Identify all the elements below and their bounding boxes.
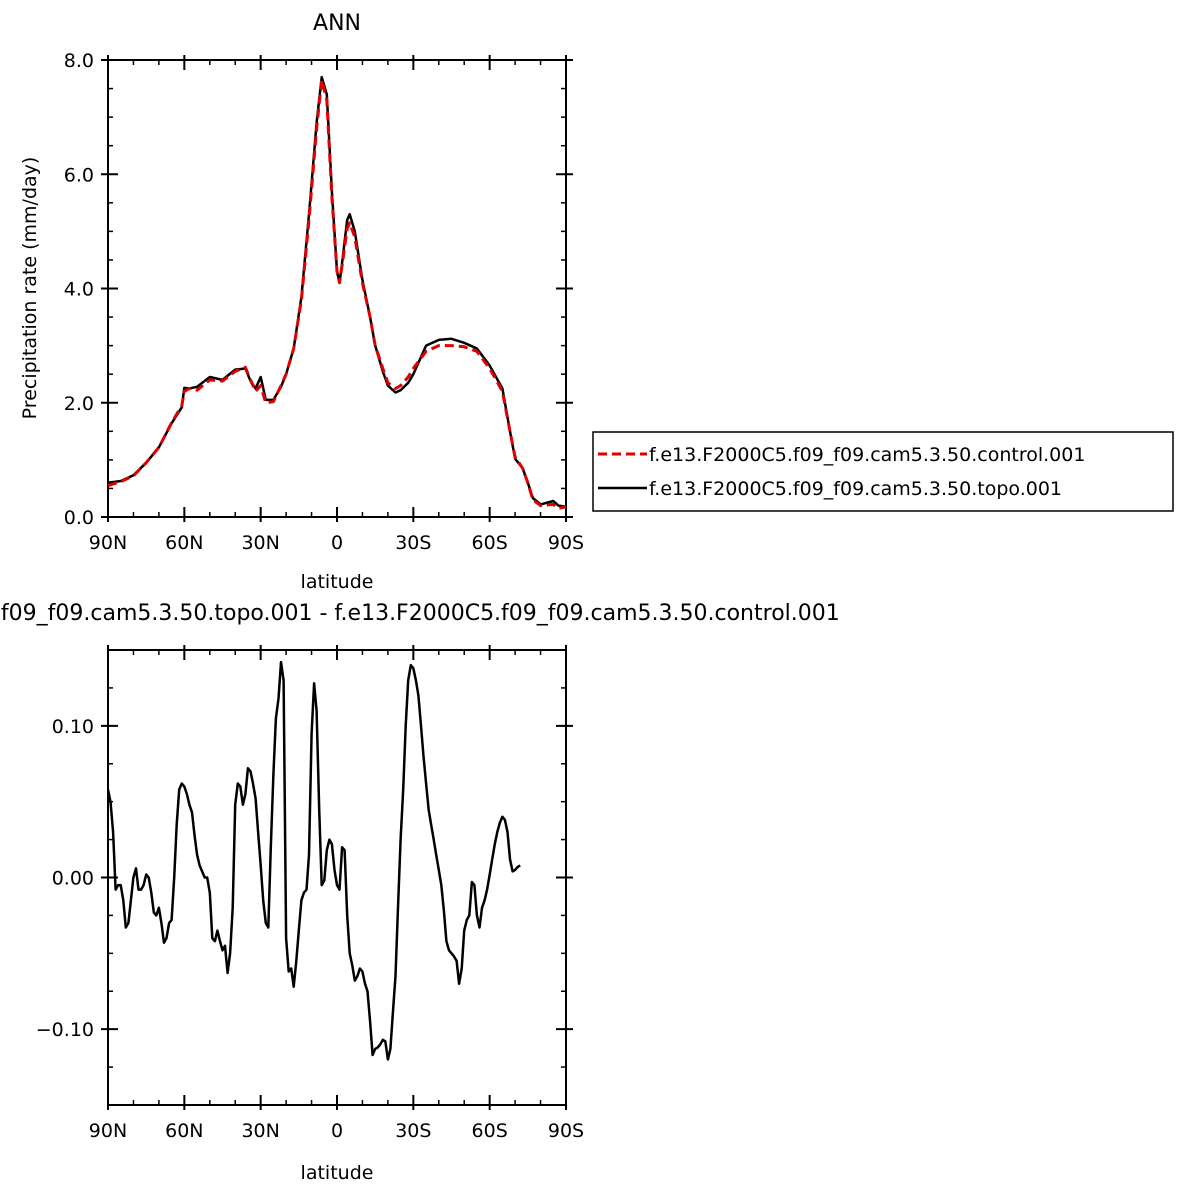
top-y-tick-label: 2.0 <box>64 393 94 415</box>
bottom-ticks: 90N 60N 30N 0 30S 60S 90S −0.10 0.00 0.10 <box>36 645 584 1142</box>
top-y-tick-label: 4.0 <box>64 279 94 301</box>
top-plot-frame <box>107 59 567 518</box>
bottom-x-tick-label: 60S <box>472 1120 508 1142</box>
bottom-series-lines <box>108 660 521 1061</box>
top-chart-title: ANN <box>313 11 361 36</box>
bottom-x-tick-label: 60N <box>165 1120 203 1142</box>
bottom-x-tick-label: 30N <box>241 1120 279 1142</box>
bottom-y-tick-label: 0.10 <box>52 716 94 738</box>
bottom-chart-title: f.e13.F2000C5.f09_f09.cam5.3.50.topo.001… <box>0 601 840 626</box>
top-ticks: 90N 60N 30N 0 30S 60S 90S 0.0 2.0 4.0 6.0 8.0 <box>64 50 584 554</box>
precip-rate-chart: ANN latitude Precipitation rate (mm/day)… <box>19 11 584 593</box>
top-series-lines <box>108 75 566 510</box>
legend: f.e13.F2000C5.f09_f09.cam5.3.50.control.… <box>592 431 1174 512</box>
bottom-x-tick-label: 0 <box>331 1120 343 1142</box>
top-y-tick-label: 8.0 <box>64 50 94 72</box>
bottom-y-tick-label: 0.00 <box>52 868 94 890</box>
top-y-axis-label: Precipitation rate (mm/day) <box>19 157 41 420</box>
bottom-x-tick-label: 90S <box>548 1120 584 1142</box>
legend-label-topo: f.e13.F2000C5.f09_f09.cam5.3.50.topo.001 <box>649 478 1062 500</box>
top-x-tick-label: 90N <box>89 532 127 554</box>
top-x-tick-label: 30S <box>395 532 431 554</box>
bottom-series-line-0 <box>108 660 521 1061</box>
top-x-tick-label: 0 <box>331 532 343 554</box>
bottom-x-tick-label: 30S <box>395 1120 431 1142</box>
top-y-tick-label: 0.0 <box>64 507 94 529</box>
top-series-line-0 <box>108 78 566 510</box>
top-x-tick-label: 60S <box>472 532 508 554</box>
top-series-line-1 <box>108 75 566 508</box>
top-x-tick-label: 30N <box>241 532 279 554</box>
top-x-axis-label: latitude <box>301 571 374 593</box>
bottom-x-axis-label: latitude <box>301 1162 374 1184</box>
bottom-x-tick-label: 90N <box>89 1120 127 1142</box>
difference-chart: f.e13.F2000C5.f09_f09.cam5.3.50.topo.001… <box>0 601 840 1184</box>
legend-box <box>592 431 1174 512</box>
legend-label-control: f.e13.F2000C5.f09_f09.cam5.3.50.control.… <box>649 444 1085 466</box>
top-x-tick-label: 90S <box>548 532 584 554</box>
top-x-tick-label: 60N <box>165 532 203 554</box>
top-y-tick-label: 6.0 <box>64 164 94 186</box>
bottom-y-tick-label: −0.10 <box>36 1019 94 1041</box>
